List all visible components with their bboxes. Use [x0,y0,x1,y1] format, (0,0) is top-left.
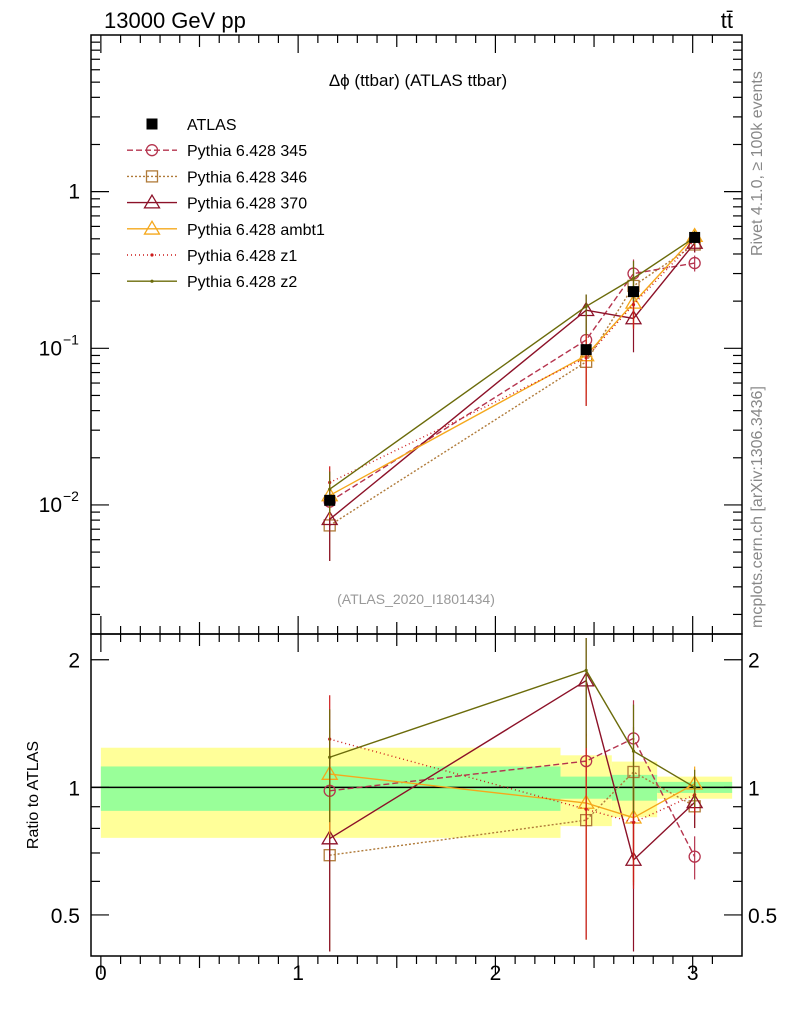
legend-label: Pythia 6.428 ambt1 [187,222,325,239]
series-point [631,276,636,280]
series-line [329,235,696,497]
legend-label: Pythia 6.428 345 [187,143,307,160]
legend-marker [145,170,159,183]
legend-entry: Pythia 6.428 370 [127,193,307,213]
legend-label: Pythia 6.428 370 [187,196,307,213]
series-ratio-line [329,669,696,788]
series-1-main [323,237,701,561]
main-axis-ticks: 110−110−2 [39,41,742,616]
legend-entry: Pythia 6.428 z1 [127,248,297,265]
series-point [584,356,588,360]
series-line [329,236,696,490]
series-line [329,262,695,503]
series-ratio-point [321,829,339,845]
series-ratio-point [584,668,588,672]
legend: ATLAS Pythia 6.428 345 Pythia 6.428 346 Pyt… [127,117,325,291]
data-point [580,344,592,356]
series-5-ratio [328,638,697,823]
y-tick-exponent: −1 [63,331,79,347]
legend-label: Pythia 6.428 z2 [187,274,297,291]
y-tick-exponent: −2 [63,488,79,504]
legend-marker [150,253,154,257]
data-point [628,286,639,298]
series-ratio-line [329,771,695,856]
x-tick-label: 0 [95,962,107,985]
series-point [321,510,339,526]
x-tick-label: 3 [687,962,699,985]
legend-label: ATLAS [187,117,237,134]
series-ratio-point [631,820,636,825]
legend-marker [143,193,161,209]
series-2-main [321,234,704,561]
main-panel: 110−110−2 Δϕ (ttbar) (ATLAS ttbar) (ATLA… [39,34,743,635]
legend-entry: ATLAS [146,117,237,134]
series-line [329,242,696,520]
mcplots-label: mcplots.cern.ch [arXiv:1306.3436] [749,386,766,628]
rivet-label: Rivet 4.1.0, ≥ 100k events [749,71,766,256]
ratio-y-tick-label: 2 [68,650,80,673]
energy-label: 13000 GeV pp [104,8,246,33]
series-ratio-line [329,773,695,819]
chart-title: Δϕ (ttbar) (ATLAS ttbar) [329,71,507,90]
series-ratio-point [688,850,701,863]
legend-entry: Pythia 6.428 346 [127,169,307,186]
legend-entry: Pythia 6.428 ambt1 [127,220,325,239]
series-ratio-line [329,679,696,862]
series-line [329,243,696,527]
ratio-ylabel: Ratio to ATLAS [25,741,42,849]
x-axis-ticks: 0 1 2 3 [95,35,714,985]
series-ratio-point [693,785,697,789]
ratio-y-tick-label: 0.5 [51,905,80,928]
analysis-label: (ATLAS_2020_I1801434) [337,591,495,607]
y-tick-label: 10 [39,494,62,517]
legend-entry: Pythia 6.428 z2 [127,274,297,291]
ratio-y-tick-label: 1 [68,777,80,800]
data-point [689,231,701,243]
series-point [688,256,701,270]
y-tick-label: 10 [39,337,62,360]
series-point [328,487,332,491]
x-tick-label: 1 [292,962,304,985]
y-tick-label: 1 [68,181,80,204]
series-point [584,304,588,309]
ratio-panel: 2 2 1 1 0.5 0.5 Ratio to ATLAS [25,633,777,957]
legend-marker [150,279,154,283]
series-ratio-line [329,737,696,857]
data-points [324,231,701,506]
data-point [324,494,336,506]
series-ratio-line [329,738,695,824]
series-ratio-point [584,807,588,811]
series-point [631,303,636,307]
x-tick-label: 2 [490,962,502,985]
legend-label: Pythia 6.428 346 [187,169,307,186]
ratio-band-inner [100,766,561,811]
legend-marker [145,144,159,157]
series-5-main [328,230,697,514]
legend-label: Pythia 6.428 z1 [187,248,297,265]
ratio-y-tick-label-right: 2 [748,650,760,673]
ratio-y-tick-label-right: 1 [748,777,760,800]
series-ratio-point [328,755,332,759]
process-label: tt̄ [721,8,733,33]
ratio-axis-ticks: 2 2 1 1 0.5 0.5 [51,650,777,928]
legend-entry: Pythia 6.428 345 [127,143,307,160]
legend-marker [146,118,158,130]
series-ratio-point [631,749,636,753]
legend-marker [143,220,161,235]
series-0-main [323,255,701,527]
ratio-y-tick-label-right: 0.5 [748,905,777,928]
series-line [329,239,696,484]
